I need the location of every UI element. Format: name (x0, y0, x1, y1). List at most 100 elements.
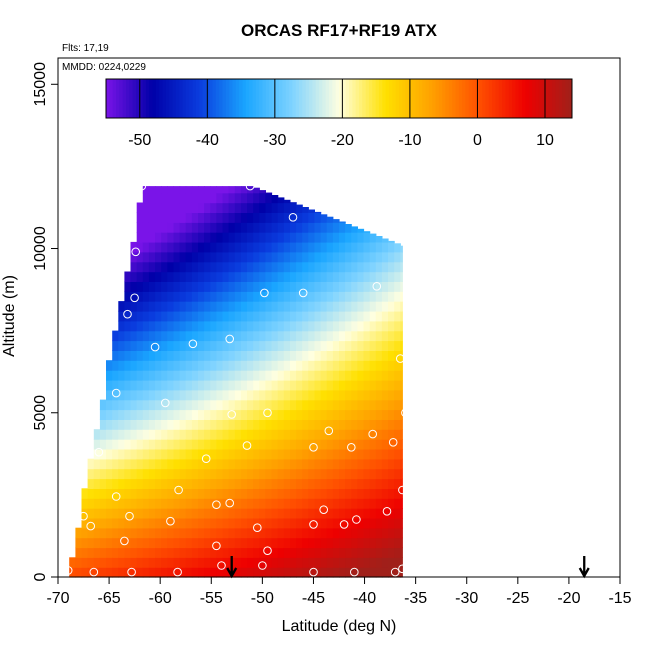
heatmap-cell (148, 301, 156, 312)
heatmap-cell (296, 204, 303, 213)
heatmap-cell (173, 330, 181, 342)
heatmap-cell (320, 567, 328, 578)
heatmap-cell (265, 468, 273, 480)
heatmap-cell (130, 241, 138, 253)
heatmap-cell (118, 557, 125, 568)
heatmap-cell (185, 448, 193, 460)
heatmap-cell (173, 439, 181, 450)
heatmap-cell (81, 517, 89, 529)
heatmap-cell (240, 547, 248, 558)
colorbar-segment (462, 79, 466, 118)
heatmap-cell (136, 330, 144, 342)
colorbar-segment (219, 79, 223, 118)
heatmap-cell (363, 537, 371, 549)
heatmap-cell (112, 409, 119, 420)
heatmap-cell (167, 261, 174, 273)
heatmap-cell (228, 458, 236, 470)
heatmap-cell (142, 399, 150, 411)
heatmap-cell (320, 214, 328, 223)
heatmap-cell (247, 222, 254, 233)
colorbar-segment (532, 79, 536, 118)
heatmap-cell (302, 448, 309, 460)
heatmap-cell (173, 222, 181, 233)
heatmap-cell (216, 186, 224, 194)
heatmap-cell (381, 439, 389, 450)
heatmap-cell (167, 281, 174, 292)
heatmap-cell (198, 281, 205, 292)
heatmap-cell (185, 186, 193, 194)
heatmap-cell (400, 370, 403, 381)
heatmap-cell (136, 320, 144, 332)
heatmap-cell (228, 360, 236, 371)
heatmap-cell (161, 212, 168, 223)
heatmap-cell (400, 360, 403, 371)
heatmap-cell (93, 508, 101, 519)
heatmap-cell (381, 409, 389, 420)
heatmap-cell (240, 468, 248, 480)
colorbar-segment (275, 79, 280, 118)
heatmap-cell (320, 468, 328, 480)
heatmap-cell (155, 379, 162, 391)
heatmap-cell (400, 478, 403, 489)
heatmap-cell (198, 251, 205, 263)
observation-point (86, 521, 95, 531)
heatmap-cell (167, 232, 174, 243)
heatmap-cell (204, 212, 211, 223)
heatmap-cell (240, 498, 248, 509)
x-axis: -70 -65 -60 -55 -50 -45 -40 -35 -30 -25 -20 -15 (46, 577, 632, 607)
heatmap-cell (290, 439, 297, 450)
heatmap-cell (191, 389, 199, 401)
heatmap-cell (388, 547, 395, 558)
heatmap-cell (155, 468, 162, 480)
heatmap-cell (142, 340, 150, 351)
heatmap-cell (148, 389, 156, 401)
heatmap-cell (394, 448, 401, 460)
heatmap-cell (265, 547, 273, 558)
heatmap-cell (339, 340, 346, 351)
heatmap-cell (204, 488, 211, 499)
heatmap-cell (148, 291, 156, 302)
heatmap-cell (271, 409, 279, 420)
heatmap-cell (240, 557, 248, 568)
heatmap-cell (375, 498, 383, 509)
heatmap-cell (375, 261, 383, 273)
heatmap-cell (240, 567, 248, 578)
heatmap-cell (259, 192, 266, 204)
heatmap-cell (302, 488, 309, 499)
heatmap-cell (173, 251, 181, 263)
heatmap-cell (265, 360, 273, 371)
heatmap-cell (271, 195, 279, 204)
heatmap-cell (339, 399, 346, 411)
colorbar-segment (329, 79, 333, 118)
heatmap-cell (357, 557, 365, 568)
heatmap-cell (290, 261, 297, 273)
heatmap-cell (204, 419, 211, 430)
colorbar-segment (312, 79, 317, 118)
heatmap-cell (210, 399, 217, 411)
heatmap-cell (240, 232, 248, 243)
heatmap-cell (179, 251, 187, 263)
heatmap-cell (388, 251, 395, 263)
heatmap-cell (112, 439, 119, 450)
heatmap-cell (155, 547, 162, 558)
heatmap-cell (277, 488, 285, 499)
heatmap-cell (320, 241, 328, 253)
heatmap-cell (234, 241, 242, 253)
heatmap-cell (369, 448, 377, 460)
heatmap-cell (142, 478, 150, 489)
heatmap-cell (124, 448, 132, 460)
heatmap-cell (375, 399, 383, 411)
heatmap-cell (155, 310, 162, 322)
heatmap-cell (240, 389, 248, 401)
heatmap-cell (216, 222, 224, 233)
heatmap-cell (351, 389, 358, 401)
heatmap-cell (173, 429, 181, 440)
heatmap-cell (271, 360, 279, 371)
colorbar-segment (182, 79, 187, 118)
heatmap-cell (155, 360, 162, 371)
heatmap-cell (320, 409, 328, 420)
heatmap-cell (296, 508, 303, 519)
heatmap-cell (234, 301, 242, 312)
heatmap-cell (332, 517, 340, 529)
heatmap-cell (400, 429, 403, 440)
